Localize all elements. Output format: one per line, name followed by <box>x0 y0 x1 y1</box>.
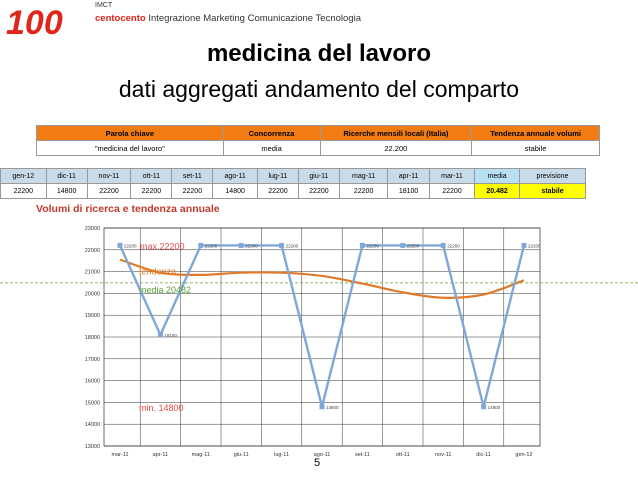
summary-value-cell: stabile <box>471 140 600 156</box>
monthly-value-cell: 18100 <box>387 183 430 199</box>
monthly-header-cell: lug-11 <box>256 168 299 184</box>
monthly-value-cell: 22200 <box>0 183 47 199</box>
logo-text: 100 <box>6 4 63 38</box>
brand-name: centocento <box>95 13 146 24</box>
monthly-header-cell: ago-11 <box>212 168 258 184</box>
monthly-value-cell: 22200 <box>130 183 173 199</box>
monthly-value-cell: 22200 <box>297 183 340 199</box>
y-tick-label: 18000 <box>85 335 100 341</box>
volume-point <box>319 404 325 410</box>
summary-value-cell: media <box>222 140 321 156</box>
volume-point <box>117 242 123 248</box>
page-subtitle: dati aggregati andamento del comparto <box>118 76 520 102</box>
volume-data-label: 14800 <box>488 405 501 410</box>
y-tick-label: 23000 <box>85 226 100 232</box>
summary-value-cell: 22.200 <box>319 140 473 156</box>
volume-point <box>481 404 487 410</box>
volume-point <box>359 242 365 248</box>
monthly-header-row: gen-12 dic-11 nov-11 ott-11 set-11 ago-11 lug-… <box>0 168 586 184</box>
summary-value-row: "medicina del lavoro" media 22.200 stabi… <box>36 140 600 156</box>
x-tick-label: apr-11 <box>153 452 169 458</box>
media-annotation: media 20482 <box>139 285 191 295</box>
volume-data-label: 22200 <box>528 243 541 248</box>
y-tick-label: 17000 <box>85 357 100 363</box>
volume-data-label: 22200 <box>447 243 460 248</box>
y-tick-label: 15000 <box>85 400 100 406</box>
page-title: medicina del lavoro <box>206 40 432 67</box>
monthly-value-cell: 22200 <box>428 183 476 199</box>
tendenza-annotation: tendenza <box>139 267 176 277</box>
x-tick-label: nov-11 <box>435 452 451 458</box>
min-annotation: min. 14800 <box>139 403 184 413</box>
y-tick-label: 21000 <box>85 270 100 276</box>
y-tick-label: 20000 <box>85 291 100 297</box>
monthly-header-cell: mag-11 <box>338 168 389 184</box>
monthly-value-cell: 22200 <box>338 183 389 199</box>
y-tick-label: 14000 <box>85 422 100 428</box>
y-tick-label: 19000 <box>85 313 100 319</box>
volume-data-label: 22200 <box>286 243 299 248</box>
brand-imct: IMCT <box>95 2 113 9</box>
y-tick-label: 16000 <box>85 379 100 385</box>
volume-point <box>238 242 244 248</box>
page-number: 5 <box>314 457 321 469</box>
monthly-header-cell: dic-11 <box>45 168 88 184</box>
volume-point <box>279 242 285 248</box>
volume-data-label: 22200 <box>366 243 379 248</box>
monthly-value-cell: 22200 <box>86 183 132 199</box>
summary-header-cell: Tendenza annuale volumi <box>471 125 600 141</box>
volume-data-label: 22200 <box>124 243 137 248</box>
volume-data-label: 22200 <box>205 243 218 248</box>
max-annotation: max.22200 <box>140 241 185 251</box>
monthly-header-cell: mar-11 <box>428 168 476 184</box>
brand-tagline: Integrazione Marketing Comunicazione Tec… <box>148 13 361 24</box>
summary-header-cell: Ricerche mensili locali (Italia) <box>319 125 473 141</box>
volume-data-label: 22200 <box>245 243 258 248</box>
y-tick-label: 13000 <box>85 444 100 450</box>
monthly-value-cell: 20.482 <box>474 183 521 199</box>
summary-table: Parola chiave Concorrenza Ricerche mensi… <box>36 125 600 156</box>
brand-line: centocento Integrazione Marketing Comuni… <box>95 13 361 24</box>
x-tick-label: dic-11 <box>476 452 491 458</box>
volume-point <box>400 242 406 248</box>
x-tick-label: ott-11 <box>396 452 410 458</box>
monthly-table: gen-12 dic-11 nov-11 ott-11 set-11 ago-11 lug-… <box>0 168 586 199</box>
x-tick-label: lug-11 <box>274 452 289 458</box>
volume-point <box>157 332 163 338</box>
volume-data-label: 18100 <box>164 333 177 338</box>
volume-point <box>440 242 446 248</box>
volume-point <box>198 242 204 248</box>
x-tick-label: mag-11 <box>192 452 210 458</box>
volume-data-label: 22200 <box>407 243 420 248</box>
x-tick-label: gen-12 <box>515 452 532 458</box>
volume-data-label: 14800 <box>326 405 339 410</box>
summary-value-cell: "medicina del lavoro" <box>36 140 224 156</box>
x-tick-label: ago-11 <box>314 452 331 458</box>
volume-point <box>521 242 527 248</box>
centocento-logo: 100 <box>6 4 63 38</box>
x-tick-label: mar-11 <box>111 452 128 458</box>
monthly-value-cell: 22200 <box>171 183 214 199</box>
monthly-header-cell: nov-11 <box>86 168 132 184</box>
monthly-header-cell: gen-12 <box>0 168 47 184</box>
trend-line <box>119 258 525 299</box>
y-tick-label: 22000 <box>85 248 100 254</box>
x-tick-label: giu-11 <box>234 452 249 458</box>
chart-section-title: Volumi di ricerca e tendenza annuale <box>36 203 220 215</box>
monthly-value-cell: 14800 <box>45 183 88 199</box>
x-tick-label: set-11 <box>355 452 370 458</box>
monthly-header-cell: ott-11 <box>130 168 173 184</box>
monthly-value-cell: stabile <box>519 183 586 199</box>
monthly-value-row: 22200 14800 22200 22200 22200 14800 22200 22200… <box>0 183 586 199</box>
